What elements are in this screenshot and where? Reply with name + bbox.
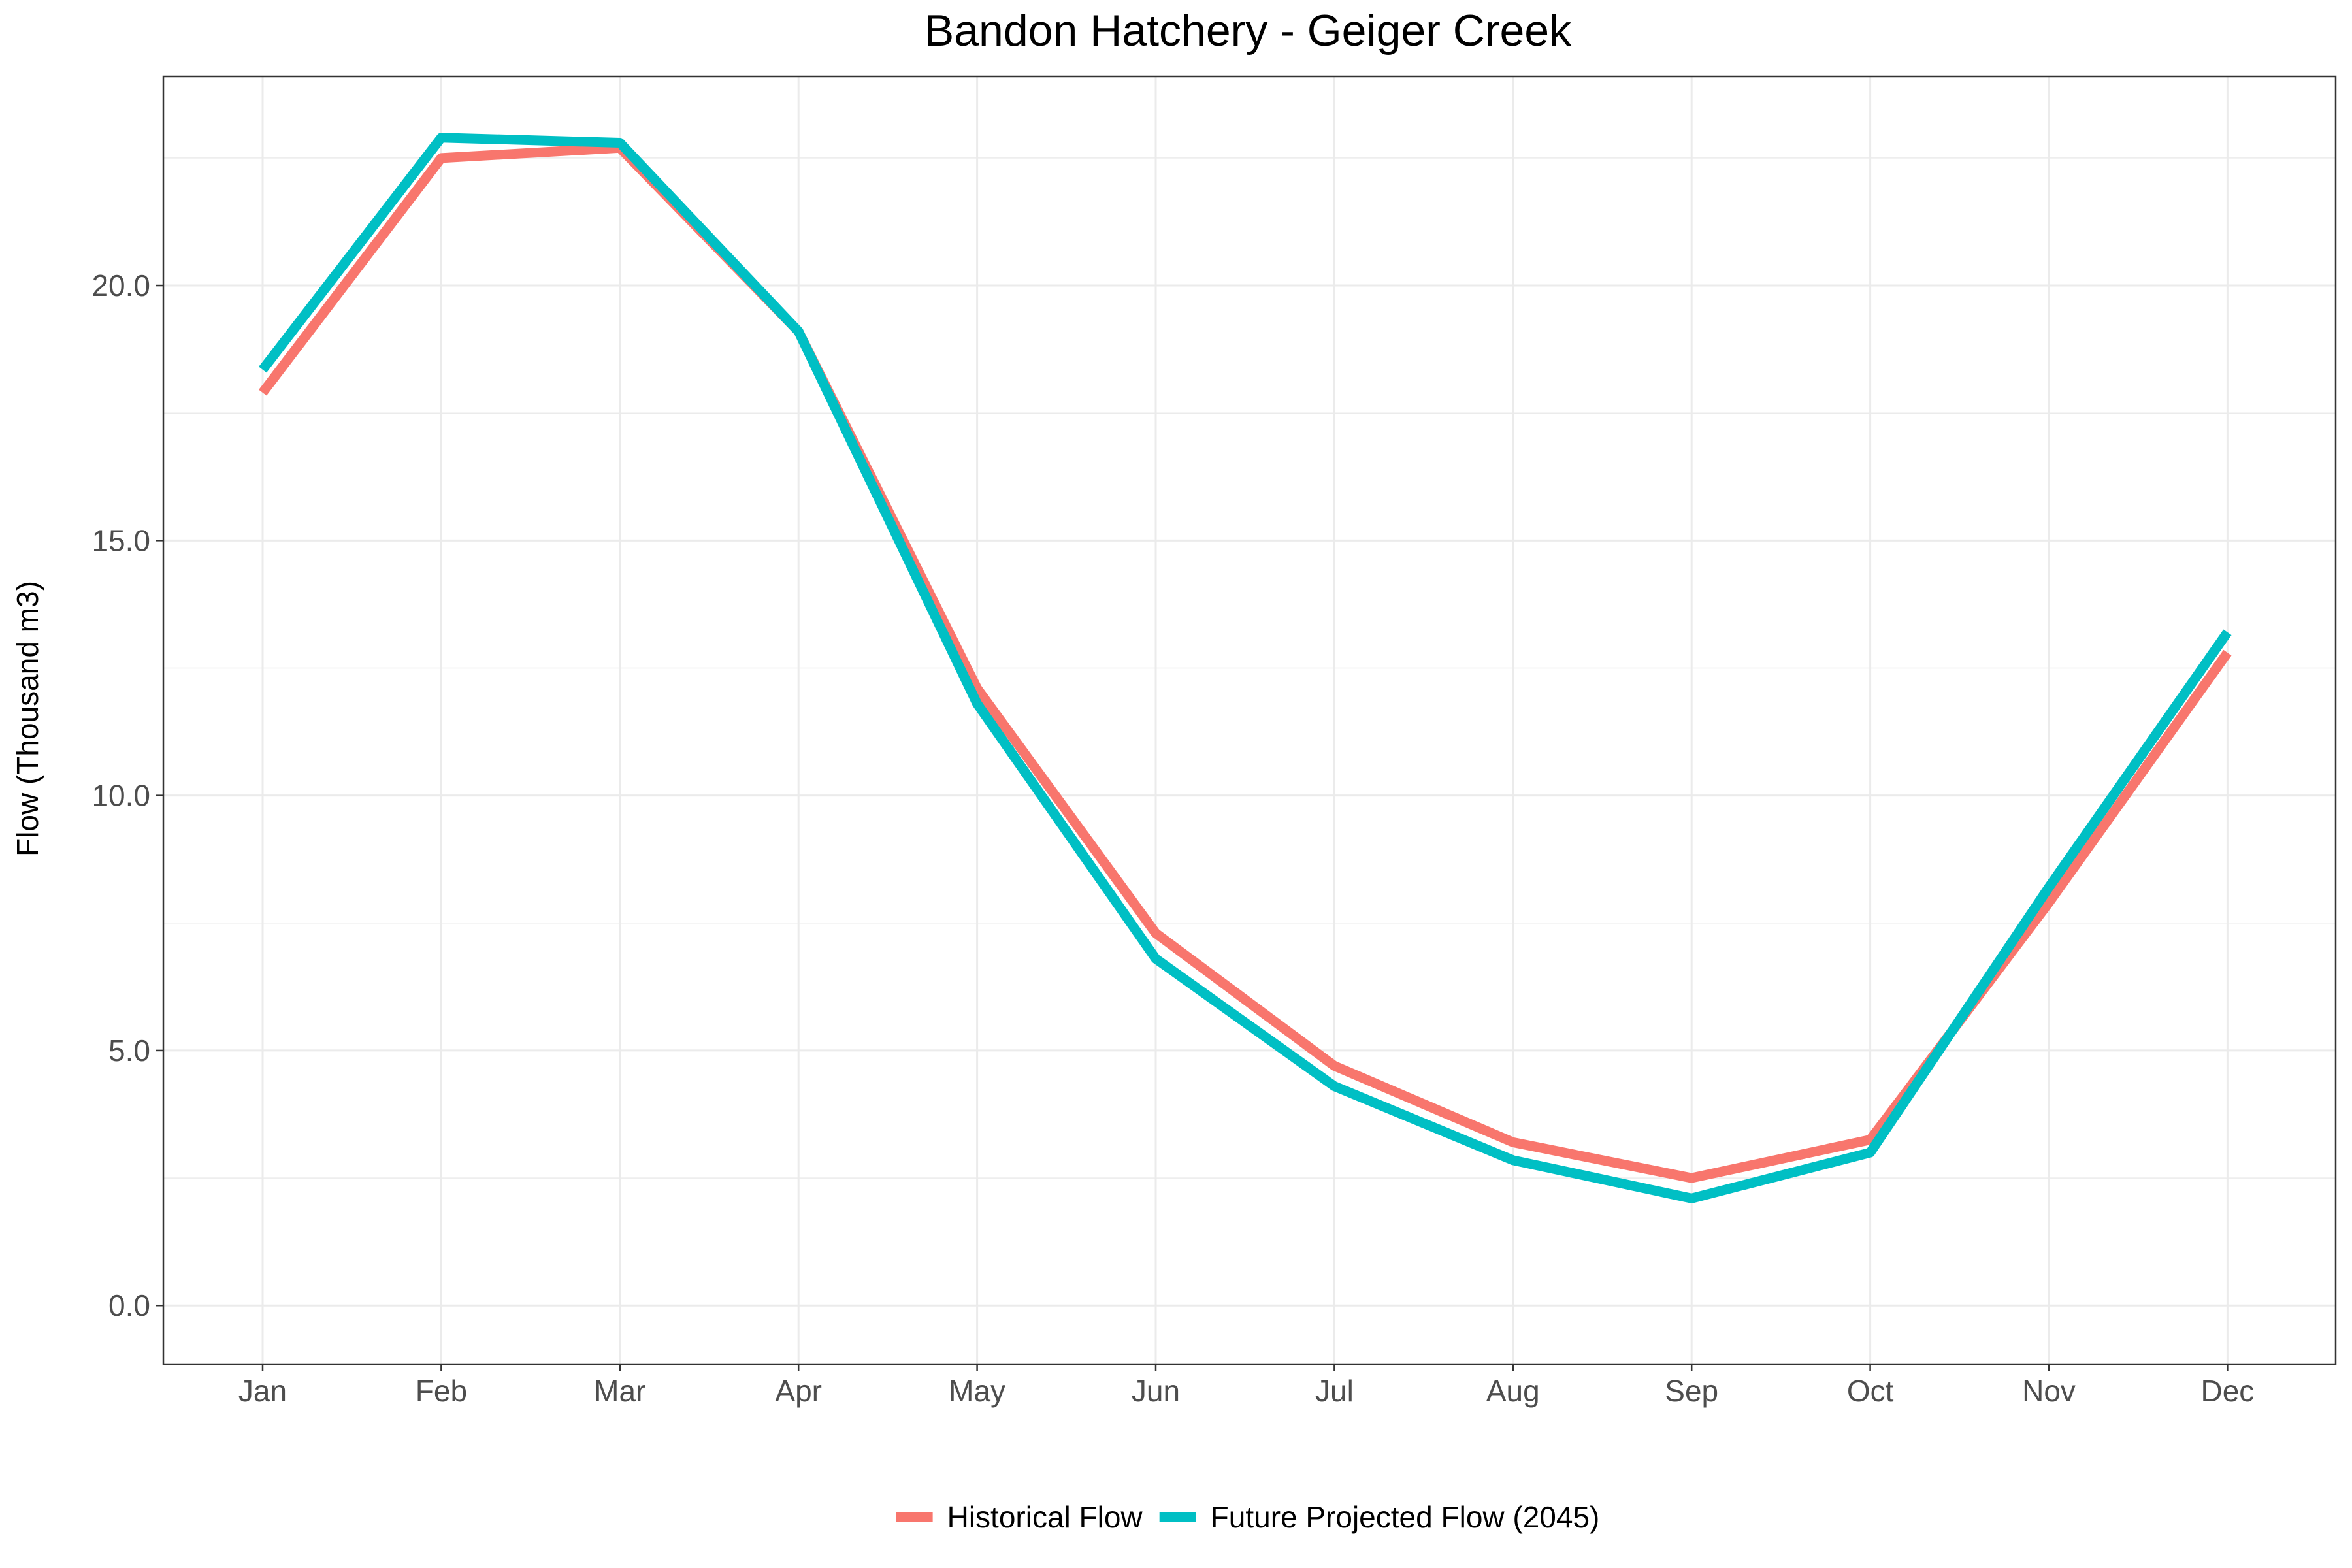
x-tick-label: Mar — [594, 1374, 645, 1408]
x-tick-label: Apr — [775, 1374, 822, 1408]
y-tick-label: 5.0 — [108, 1034, 150, 1068]
x-tick-label: Jun — [1132, 1374, 1180, 1408]
y-tick-label: 0.0 — [108, 1288, 150, 1322]
x-tick-label: Nov — [2022, 1374, 2076, 1408]
x-tick-label: Aug — [1486, 1374, 1540, 1408]
y-axis-title: Flow (Thousand m3) — [10, 581, 44, 857]
legend: Historical Flow Future Projected Flow (20… — [896, 1500, 1600, 1534]
y-tick-label: 20.0 — [91, 269, 150, 302]
x-tick-label: Dec — [2200, 1374, 2254, 1408]
y-tick-label: 15.0 — [91, 523, 150, 557]
x-axis: Jan Feb Mar Apr May Jun Jul Aug Sep Oct Nov Dec — [238, 1364, 2254, 1408]
legend-label: Future Projected Flow (2045) — [1211, 1500, 1600, 1534]
y-tick-label: 10.0 — [91, 779, 150, 813]
x-tick-label: Jul — [1315, 1374, 1354, 1408]
legend-label: Historical Flow — [947, 1500, 1143, 1534]
panel-border — [162, 75, 2337, 1365]
series-lines — [259, 133, 2232, 1203]
x-tick-label: Sep — [1665, 1374, 1718, 1408]
x-tick-label: May — [949, 1374, 1005, 1408]
x-tick-label: Feb — [416, 1374, 467, 1408]
x-tick-label: Oct — [1847, 1374, 1894, 1408]
x-tick-label: Jan — [238, 1374, 287, 1408]
y-axis: 0.0 5.0 10.0 15.0 20.0 — [91, 269, 163, 1322]
series-line-future — [259, 133, 2232, 1203]
chart-title: Bandon Hatchery - Geiger Creek — [924, 6, 1572, 56]
major-gridlines — [163, 76, 2336, 1364]
